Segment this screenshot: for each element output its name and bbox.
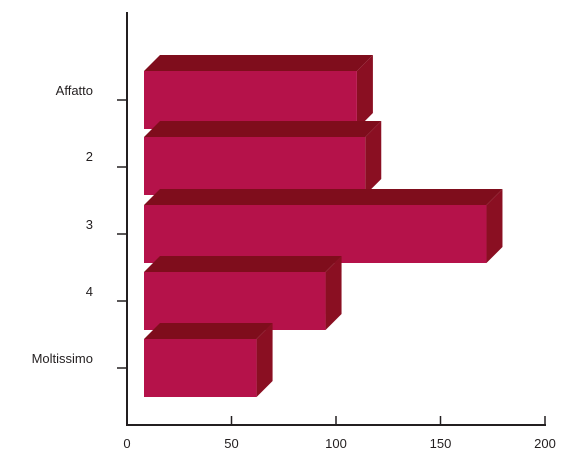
y-tick-label: 4 xyxy=(86,284,93,299)
x-tick-label: 100 xyxy=(325,436,347,451)
bar-side-face xyxy=(325,256,342,330)
bar-top-face xyxy=(144,256,342,272)
bar-top-face xyxy=(144,121,382,137)
bar-side-face xyxy=(486,189,503,263)
y-ticks-group: Affatto 2 3 4 Moltissimo xyxy=(32,83,127,369)
x-tick-label: 0 xyxy=(123,436,130,451)
bar-side-face xyxy=(256,323,273,397)
y-tick-label: 2 xyxy=(86,149,93,164)
y-tick-label: 3 xyxy=(86,217,93,232)
x-tick-label: 150 xyxy=(430,436,452,451)
x-tick-label: 50 xyxy=(224,436,238,451)
bar-side-face xyxy=(365,121,382,195)
bars-group xyxy=(144,55,503,397)
bar-top-face xyxy=(144,189,503,205)
bar-top-face xyxy=(144,55,373,71)
bar xyxy=(144,71,357,129)
bar xyxy=(144,205,487,263)
bar xyxy=(144,272,326,330)
y-tick-label: Moltissimo xyxy=(32,351,93,366)
bar-side-face xyxy=(356,55,373,129)
x-tick-label: 200 xyxy=(534,436,556,451)
bar xyxy=(144,137,366,195)
bar-top-face xyxy=(144,323,273,339)
y-tick-label: Affatto xyxy=(56,83,93,98)
x-ticks-group: 0 50 100 150 200 xyxy=(123,416,556,451)
bar xyxy=(144,339,257,397)
